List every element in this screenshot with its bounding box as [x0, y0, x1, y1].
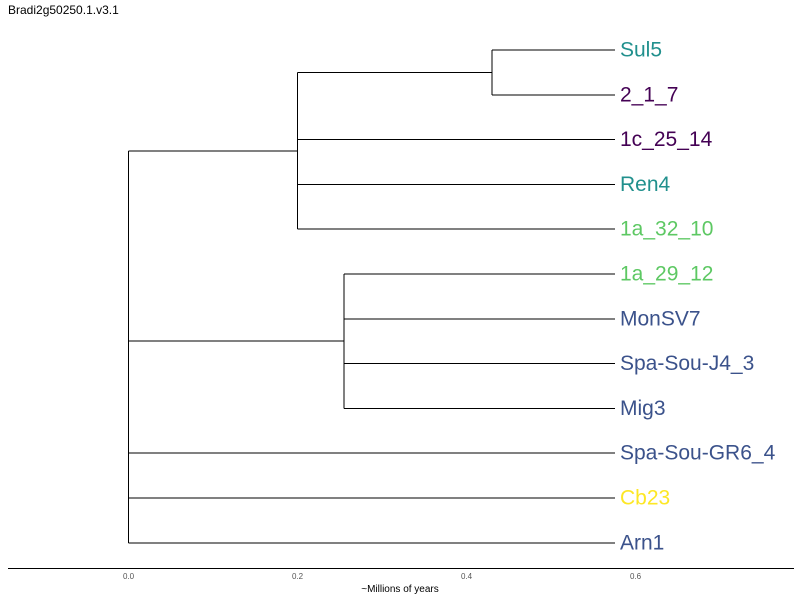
- axis-tick-label: 0.6: [630, 572, 642, 581]
- tip-label: Arn1: [620, 531, 664, 554]
- tip-label: Spa-Sou-GR6_4: [620, 442, 776, 465]
- tip-label: Mig3: [620, 397, 666, 420]
- tip-label: Ren4: [620, 173, 671, 196]
- tree-title: Bradi2g50250.1.v3.1: [8, 3, 119, 17]
- tip-label: 1c_25_14: [620, 128, 713, 151]
- tip-label: Cb23: [620, 487, 670, 510]
- tip-labels: Sul5 2_1_7 1c_25_14 Ren4 1a_32_10 1a_29_12 Mon…: [620, 39, 776, 555]
- axis-title: ~Millions of years: [361, 584, 439, 595]
- tree-edges: [128, 49, 615, 544]
- tip-label: 1a_29_12: [620, 263, 713, 286]
- tip-label: MonSV7: [620, 307, 701, 330]
- tip-label: 2_1_7: [620, 83, 678, 106]
- axis-tick-label: 0.4: [461, 572, 473, 581]
- tip-label: Spa-Sou-J4_3: [620, 352, 754, 375]
- axis-tick-label: 0.2: [292, 572, 304, 581]
- axis-tick-label: 0.0: [123, 572, 135, 581]
- tip-label: 1a_32_10: [620, 218, 713, 241]
- tip-label: Sul5: [620, 39, 662, 62]
- time-axis: 0.0 0.2 0.4 0.6 ~Millions of years: [8, 568, 794, 595]
